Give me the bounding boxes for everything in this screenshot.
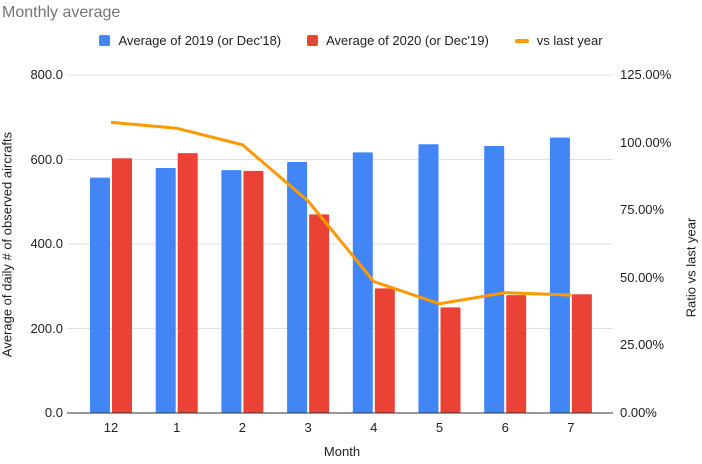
legend-swatch-2019 [99,35,111,46]
bars [90,137,592,414]
ratio-line [110,120,571,306]
bar-2020-month-1 [177,153,198,413]
bar-2019-month-12 [90,177,110,413]
right-axis-tick-label: 100.00% [620,134,672,150]
legend-label-2020: Average of 2020 (or Dec'19) [326,33,489,48]
bar-2019-month-2 [221,170,242,413]
right-axis-title: Ratio vs last year [683,217,699,318]
right-axis-tick-label: 50.00% [620,269,665,285]
legend-swatch-2020 [307,35,319,46]
bar-2020-month-2 [243,170,264,413]
bar-2019-month-5 [418,144,439,414]
x-axis-tick-label: 1 [173,420,181,435]
x-axis-tick-label: 12 [103,420,119,435]
bar-2020-month-7 [571,294,592,413]
x-axis-title: Month [323,444,361,459]
legend-item-2020: Average of 2020 (or Dec'19) [307,33,489,48]
bar-2019-month-1 [155,167,176,413]
right-axis-tick-label: 25.00% [620,337,665,353]
left-axis-tick-label: 200.0 [30,320,63,336]
legend: Average of 2019 (or Dec'18) Average of 2… [0,33,702,48]
left-axis-tick-label: 0.0 [44,405,63,420]
left-axis-tick-label: 600.0 [30,151,63,167]
legend-label-2019: Average of 2019 (or Dec'18) [118,33,282,48]
legend-label-ratio: vs last year [536,33,603,48]
right-axis-tick-label: 125.00% [620,67,672,82]
x-axis-tick-label: 3 [304,420,312,435]
x-axis-tick-label: 2 [238,420,246,435]
right-axis-tick-label: 0.00% [620,405,657,420]
bar-2019-month-7 [549,137,570,413]
bar-2020-month-3 [309,214,330,413]
bar-2020-month-5 [440,307,461,413]
bar-2020-month-6 [506,295,527,413]
x-axis-tick-label: 5 [435,420,444,435]
legend-item-ratio: vs last year [514,33,603,48]
legend-item-2019: Average of 2019 (or Dec'18) [99,33,281,48]
left-axis-tick-label: 800.0 [30,67,63,82]
bar-2019-month-6 [484,145,505,414]
chart-title: Monthly average [2,4,121,21]
bar-2019-month-3 [287,162,308,413]
x-axis-tick-label: 6 [501,420,509,435]
x-axis-tick-label: 7 [567,420,575,435]
bar-2019-month-4 [352,152,373,413]
bar-2020-month-12 [112,158,132,413]
left-axis-tick-label: 400.0 [30,236,63,251]
x-axis-tick-label: 4 [370,420,378,435]
right-axis-tick-label: 75.00% [620,202,665,218]
ratio-line-group [67,120,613,414]
bar-2020-month-4 [374,288,395,413]
legend-swatch-ratio-line [514,38,529,43]
left-axis-title: Average of daily # of observed aircrafts [0,131,15,358]
